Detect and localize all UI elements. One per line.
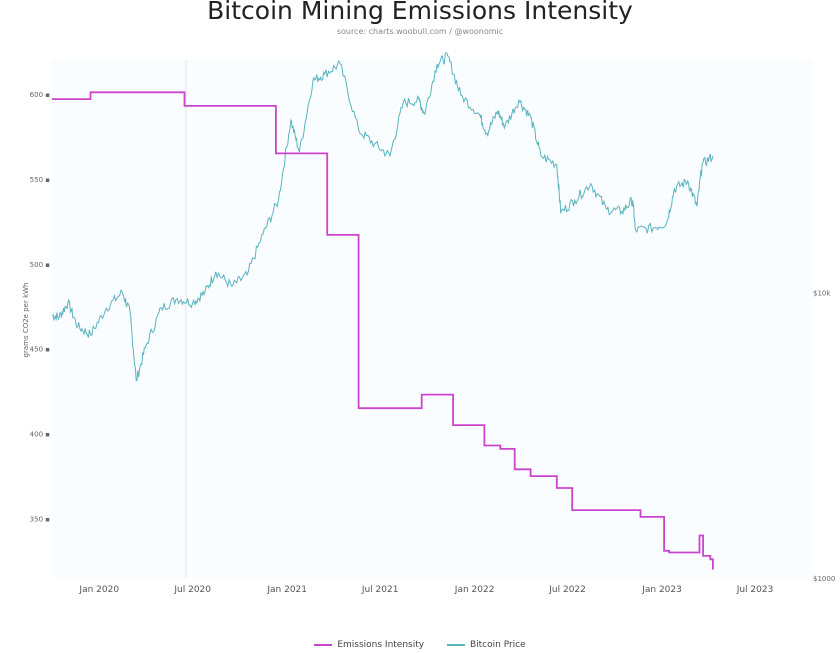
y2-tick-label: $1000	[813, 575, 835, 583]
y-tick-label: 400 ▪	[30, 431, 51, 439]
y-tick-label: 500 ▪	[30, 261, 51, 269]
y2-tick-label: $10k	[813, 289, 831, 297]
y-tick-label: 450 ▪	[30, 346, 51, 354]
y-tick-label: 350 ▪	[30, 516, 51, 524]
x-tick-label: Jul 2020	[173, 585, 211, 595]
y-axis-label: grams CO2e per kWh	[22, 283, 30, 358]
series-line-emissions-intensity	[52, 91, 714, 570]
legend: Emissions Intensity Bitcoin Price	[0, 639, 840, 650]
chart-title: Bitcoin Mining Emissions Intensity	[207, 0, 633, 25]
chart-subtitle: source: charts.woobull.com / @woonomic	[336, 27, 504, 36]
x-tick-label: Jul 2023	[736, 585, 774, 595]
y-tick-label: 600 ▪	[30, 91, 51, 99]
x-tick-label: Jan 2022	[454, 585, 495, 595]
x-tick-label: Jul 2021	[361, 585, 399, 595]
series-line-bitcoin-price	[51, 51, 714, 382]
legend-label-emissions: Emissions Intensity	[337, 640, 425, 650]
plot-background	[52, 60, 812, 578]
x-tick-label: Jan 2021	[266, 585, 307, 595]
legend-swatch-price	[446, 644, 465, 646]
legend-item-price[interactable]: Bitcoin Price	[446, 640, 526, 650]
legend-label-price: Bitcoin Price	[469, 640, 526, 650]
x-tick-label: Jan 2020	[78, 585, 119, 595]
y-tick-label: 550 ▪	[30, 176, 51, 184]
x-tick-label: Jan 2023	[641, 585, 682, 595]
legend-item-emissions[interactable]: Emissions Intensity	[314, 640, 424, 650]
x-tick-label: Jul 2022	[548, 585, 586, 595]
legend-swatch-emissions	[314, 644, 333, 646]
